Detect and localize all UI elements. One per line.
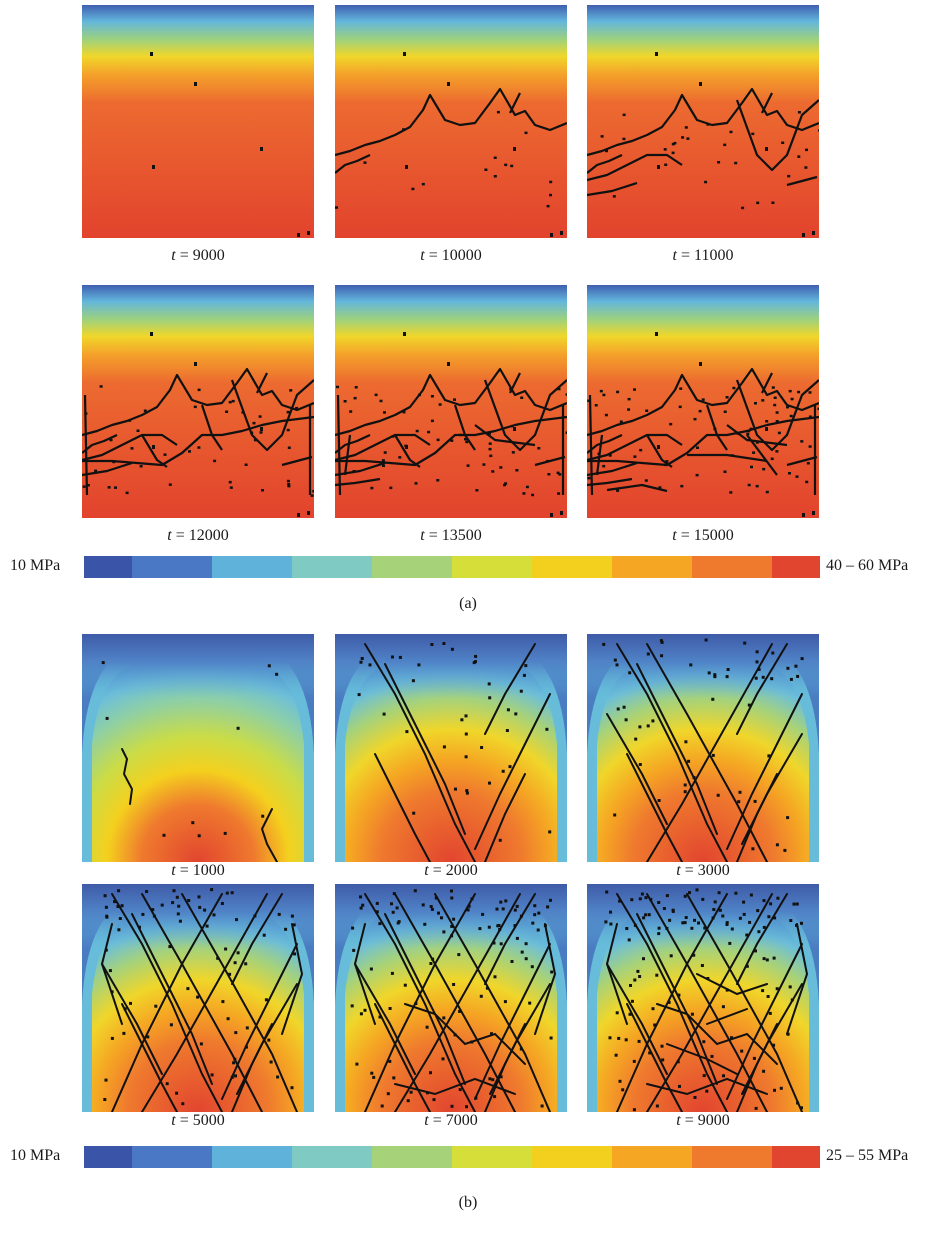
colorbar-max-label: 40 – 60 MPa xyxy=(826,557,909,574)
panel-caption: t = 15000 xyxy=(672,527,734,544)
stress-colorbar xyxy=(84,556,820,578)
panel-caption: t = 10000 xyxy=(420,247,482,264)
stress-panel-a-5 xyxy=(335,285,567,518)
stress-field-image xyxy=(82,634,314,862)
stress-field-image xyxy=(335,634,567,862)
colorbar-max-label: 25 – 55 MPa xyxy=(826,1147,909,1164)
stress-panel-b-3 xyxy=(587,634,819,862)
panel-caption: t = 11000 xyxy=(672,247,734,264)
stress-panel-b-6 xyxy=(587,884,819,1112)
panel-caption: t = 9000 xyxy=(171,247,225,264)
stress-panel-a-1 xyxy=(82,5,314,238)
panel-caption: t = 12000 xyxy=(167,527,229,544)
stress-panel-b-2 xyxy=(335,634,567,862)
stress-field-image xyxy=(587,285,819,518)
panel-caption: t = 7000 xyxy=(424,1112,478,1129)
stress-panel-b-5 xyxy=(335,884,567,1112)
stress-panel-a-3 xyxy=(587,5,819,238)
panel-caption: t = 1000 xyxy=(171,862,225,879)
panel-caption: t = 9000 xyxy=(676,1112,730,1129)
stress-panel-b-4 xyxy=(82,884,314,1112)
stress-field-image xyxy=(82,5,314,238)
colorbar-min-label: 10 MPa xyxy=(10,557,61,574)
stress-field-image xyxy=(587,634,819,862)
stress-field-image xyxy=(335,285,567,518)
stress-field-image xyxy=(335,884,567,1112)
stress-panel-a-6 xyxy=(587,285,819,518)
stress-panel-b-1 xyxy=(82,634,314,862)
panel-caption: t = 13500 xyxy=(420,527,482,544)
stress-panel-a-2 xyxy=(335,5,567,238)
stress-field-image xyxy=(82,285,314,518)
panel-caption: t = 5000 xyxy=(171,1112,225,1129)
subfigure-label: (b) xyxy=(458,1194,478,1211)
stress-panel-a-4 xyxy=(82,285,314,518)
panel-caption: t = 3000 xyxy=(676,862,730,879)
panel-caption: t = 2000 xyxy=(424,862,478,879)
stress-field-image xyxy=(335,5,567,238)
colorbar-min-label: 10 MPa xyxy=(10,1147,61,1164)
stress-field-image xyxy=(587,884,819,1112)
subfigure-label: (a) xyxy=(459,595,477,612)
stress-field-image xyxy=(587,5,819,238)
stress-colorbar xyxy=(84,1146,820,1168)
stress-field-image xyxy=(82,884,314,1112)
